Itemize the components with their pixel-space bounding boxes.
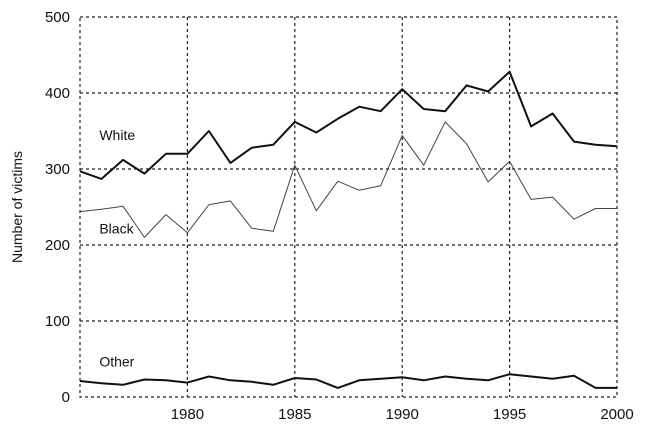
- y-tick-label: 100: [45, 313, 70, 330]
- series-label-black: Black: [99, 221, 134, 237]
- plot-frame: [79, 16, 618, 398]
- series-label-white: White: [99, 127, 135, 143]
- x-tick-label: 1980: [171, 406, 204, 423]
- y-tick-label: 300: [45, 161, 70, 178]
- x-tick-label: 1985: [278, 406, 311, 423]
- y-axis-title: Number of victims: [9, 151, 25, 263]
- series-line-other: [79, 373, 617, 389]
- y-axis: 0 100 200 300 400 500: [45, 9, 70, 406]
- x-tick-label: 1990: [386, 406, 419, 423]
- x-tick-label: 2000: [600, 406, 633, 423]
- y-tick-label: 500: [45, 9, 70, 26]
- series-line-white: [79, 70, 618, 180]
- x-axis: 1980 1985 1990 1995 2000: [171, 406, 634, 423]
- series-line-black: [79, 121, 617, 238]
- series-labels: White Black Other: [99, 127, 135, 369]
- x-tick-label: 1995: [493, 406, 526, 423]
- y-tick-label: 200: [45, 237, 70, 254]
- grid: [79, 16, 618, 398]
- series-label-other: Other: [99, 354, 134, 370]
- series-lines: [79, 70, 618, 389]
- y-tick-label: 0: [62, 389, 70, 406]
- y-tick-label: 400: [45, 85, 70, 102]
